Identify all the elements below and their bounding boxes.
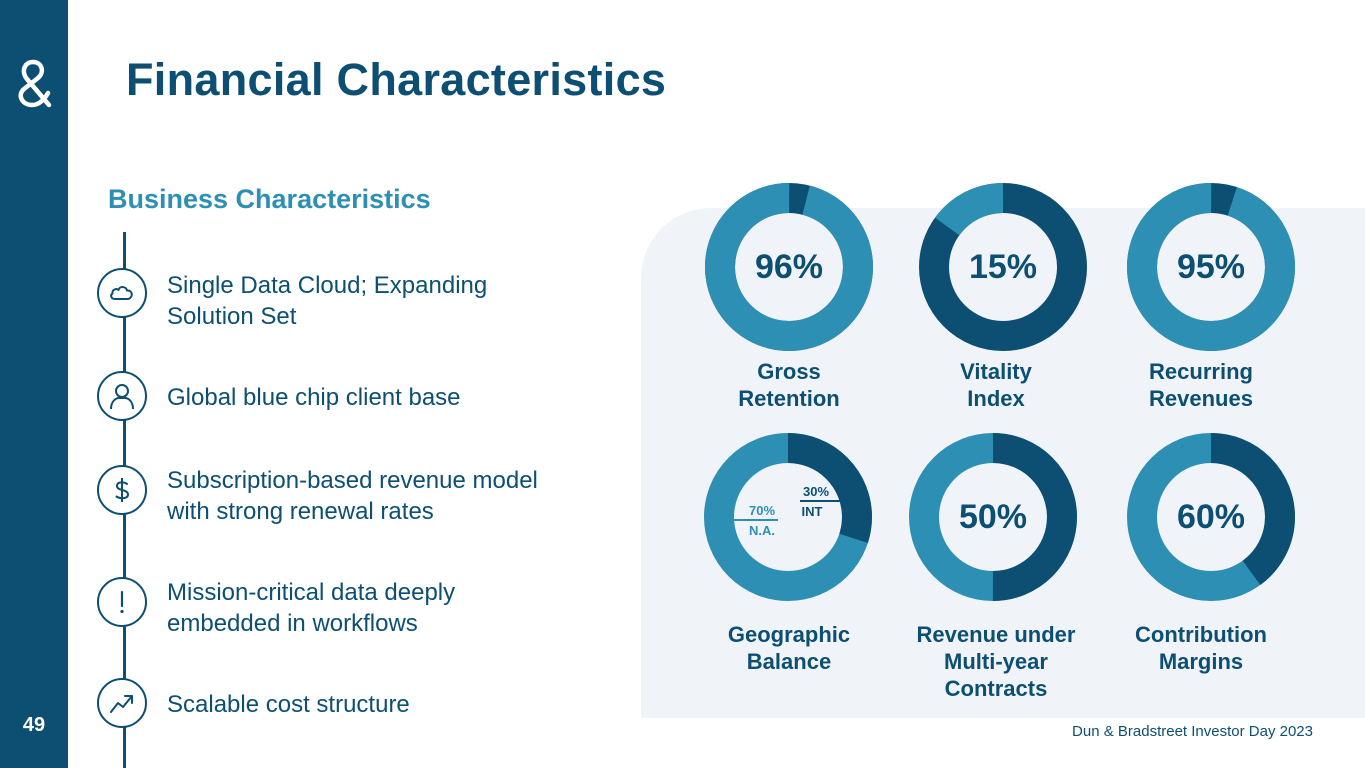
metric-value: 60%	[1176, 498, 1246, 536]
metric-value: 96%	[754, 248, 824, 286]
donut-segment	[909, 433, 1077, 601]
exclamation-icon	[97, 577, 147, 627]
metric-label-recurring-revenues: Recurring Revenues	[1149, 359, 1253, 411]
donut-segment	[704, 433, 872, 601]
int-percent: 30%	[802, 484, 830, 499]
page-title: Financial Characteristics	[126, 54, 667, 105]
cloud-icon	[97, 268, 147, 318]
list-item: Subscription-based revenue model with st…	[167, 467, 538, 525]
footer-text: Dun & Bradstreet Investor Day 2023	[1072, 723, 1313, 740]
metric-value: 15%	[968, 248, 1038, 286]
vitality-index-donut: 15%	[919, 183, 1087, 351]
list-item: Mission-critical data deeply embedded in…	[167, 579, 456, 637]
section-heading: Business Characteristics	[108, 184, 431, 214]
donut-segment	[919, 183, 1087, 351]
person-icon	[97, 371, 147, 421]
trend-up-icon	[97, 678, 147, 728]
sidebar: 49	[0, 0, 68, 768]
metric-value: 50%	[958, 498, 1028, 536]
int-label: INT	[801, 504, 823, 519]
dollar-icon	[97, 465, 147, 515]
metric-label-vitality-index: Vitality Index	[960, 359, 1032, 411]
na-label: N.A.	[749, 523, 775, 538]
geographic-balance-donut: 70% N.A. 30% INT	[704, 433, 872, 601]
page-number: 49	[22, 714, 46, 736]
gross-retention-donut: 96%	[705, 183, 873, 351]
metric-label-contribution-margins: Contribution Margins	[1135, 622, 1267, 674]
metric-label-geographic-balance: Geographic Balance	[727, 622, 851, 674]
ampersand-logo-icon	[15, 55, 55, 110]
metric-value: 95%	[1176, 248, 1246, 286]
contribution-margins-donut: 60%	[1127, 433, 1295, 601]
list-item: Scalable cost structure	[167, 691, 410, 718]
recurring-revenues-donut: 95%	[1127, 183, 1295, 351]
na-percent: 70%	[748, 503, 776, 518]
donut-segment	[705, 183, 873, 351]
donut-segment	[1127, 433, 1295, 601]
multi-year-contracts-donut: 50%	[909, 433, 1077, 601]
list-item: Single Data Cloud; Expanding Solution Se…	[167, 272, 488, 330]
metric-label-gross-retention: Gross Retention	[738, 359, 840, 411]
list-item: Global blue chip client base	[167, 384, 461, 411]
int-divider	[800, 500, 846, 502]
metric-label-multi-year-contracts: Revenue under Multi-year Contracts	[916, 622, 1076, 701]
na-divider	[728, 519, 778, 521]
